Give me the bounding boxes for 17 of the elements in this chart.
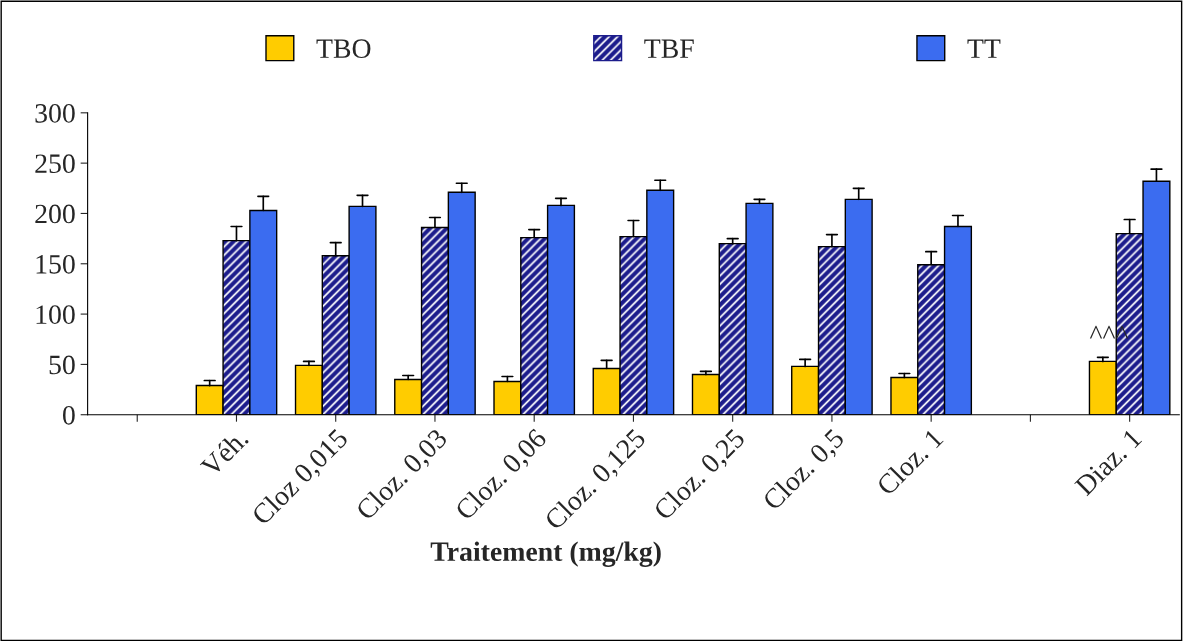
legend-label: TT xyxy=(967,39,1001,58)
y-tick-label: 300 xyxy=(35,103,75,123)
x-tick-label: Cloz. 1 xyxy=(875,427,944,497)
x-tick-label: Cloz. 0,25 xyxy=(652,427,749,524)
y-tick-label: 150 xyxy=(36,254,75,274)
x-tick-label: Cloz. 0,03 xyxy=(354,427,451,524)
legend-label: TBO xyxy=(316,39,371,59)
y-tick-label: 50 xyxy=(49,355,75,375)
x-tick-label: Diaz. 1 xyxy=(1074,428,1143,497)
y-tick-label: 100 xyxy=(36,305,75,324)
x-axis-title: Traitement (mg/kg) xyxy=(430,541,661,567)
y-tick-label: 200 xyxy=(35,204,75,224)
y-tick-label: 0 xyxy=(62,405,75,425)
x-tick-label: Véh. xyxy=(199,427,250,478)
x-tick-label: Cloz. 0,5 xyxy=(761,427,848,514)
legend-label: TBF xyxy=(644,39,694,58)
y-tick-label: 250 xyxy=(35,154,75,174)
